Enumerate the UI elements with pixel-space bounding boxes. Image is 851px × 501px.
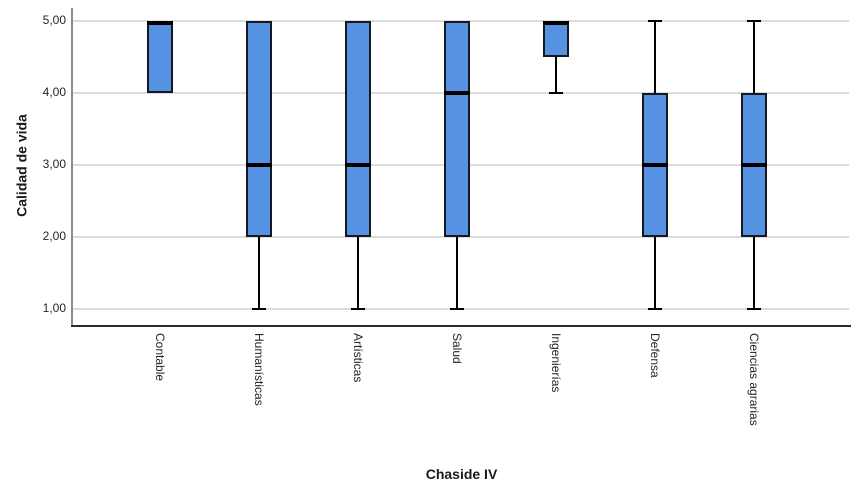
x-tick-label: Humanísticas <box>252 333 266 406</box>
lower-whisker <box>753 237 755 309</box>
y-tick-label: 3,00 <box>42 157 66 171</box>
box-iqr <box>444 21 470 237</box>
x-tick-label: Contable <box>153 333 167 382</box>
median-line <box>741 163 767 167</box>
y-tick-label: 2,00 <box>42 229 66 243</box>
lower-whisker <box>258 237 260 309</box>
x-tick-label: Ciencias agrarias <box>747 333 761 426</box>
lower-whisker-cap <box>648 308 662 310</box>
lower-whisker-cap <box>351 308 365 310</box>
upper-whisker-cap <box>747 20 761 22</box>
lower-whisker-cap <box>549 92 563 94</box>
y-tick-label: 5,00 <box>42 13 66 27</box>
lower-whisker <box>456 237 458 309</box>
x-axis-line <box>71 325 851 327</box>
box-iqr <box>345 21 371 237</box>
box-iqr <box>147 21 173 93</box>
median-line <box>246 163 272 167</box>
upper-whisker-cap <box>648 20 662 22</box>
x-tick-label: Defensa <box>648 333 662 378</box>
median-line <box>345 163 371 167</box>
lower-whisker-cap <box>252 308 266 310</box>
x-tick-label: Artísticas <box>351 333 365 383</box>
x-tick-label: Salud <box>450 333 464 364</box>
lower-whisker <box>654 237 656 309</box>
upper-whisker <box>654 21 656 93</box>
y-tick-label: 4,00 <box>42 85 66 99</box>
gridline <box>73 236 849 238</box>
upper-whisker <box>753 21 755 93</box>
y-tick-label: 1,00 <box>42 301 66 315</box>
plot-area <box>71 8 851 327</box>
lower-whisker-cap <box>450 308 464 310</box>
median-line <box>642 163 668 167</box>
median-line <box>147 21 173 25</box>
y-axis-line <box>71 8 73 327</box>
box-iqr <box>543 21 569 57</box>
box-iqr <box>246 21 272 237</box>
x-tick-label: Ingenierías <box>549 333 563 393</box>
lower-whisker <box>357 237 359 309</box>
lower-whisker <box>555 57 557 93</box>
lower-whisker-cap <box>747 308 761 310</box>
median-line <box>543 21 569 25</box>
median-line <box>444 91 470 95</box>
x-axis-title: Chaside IV <box>425 466 498 482</box>
